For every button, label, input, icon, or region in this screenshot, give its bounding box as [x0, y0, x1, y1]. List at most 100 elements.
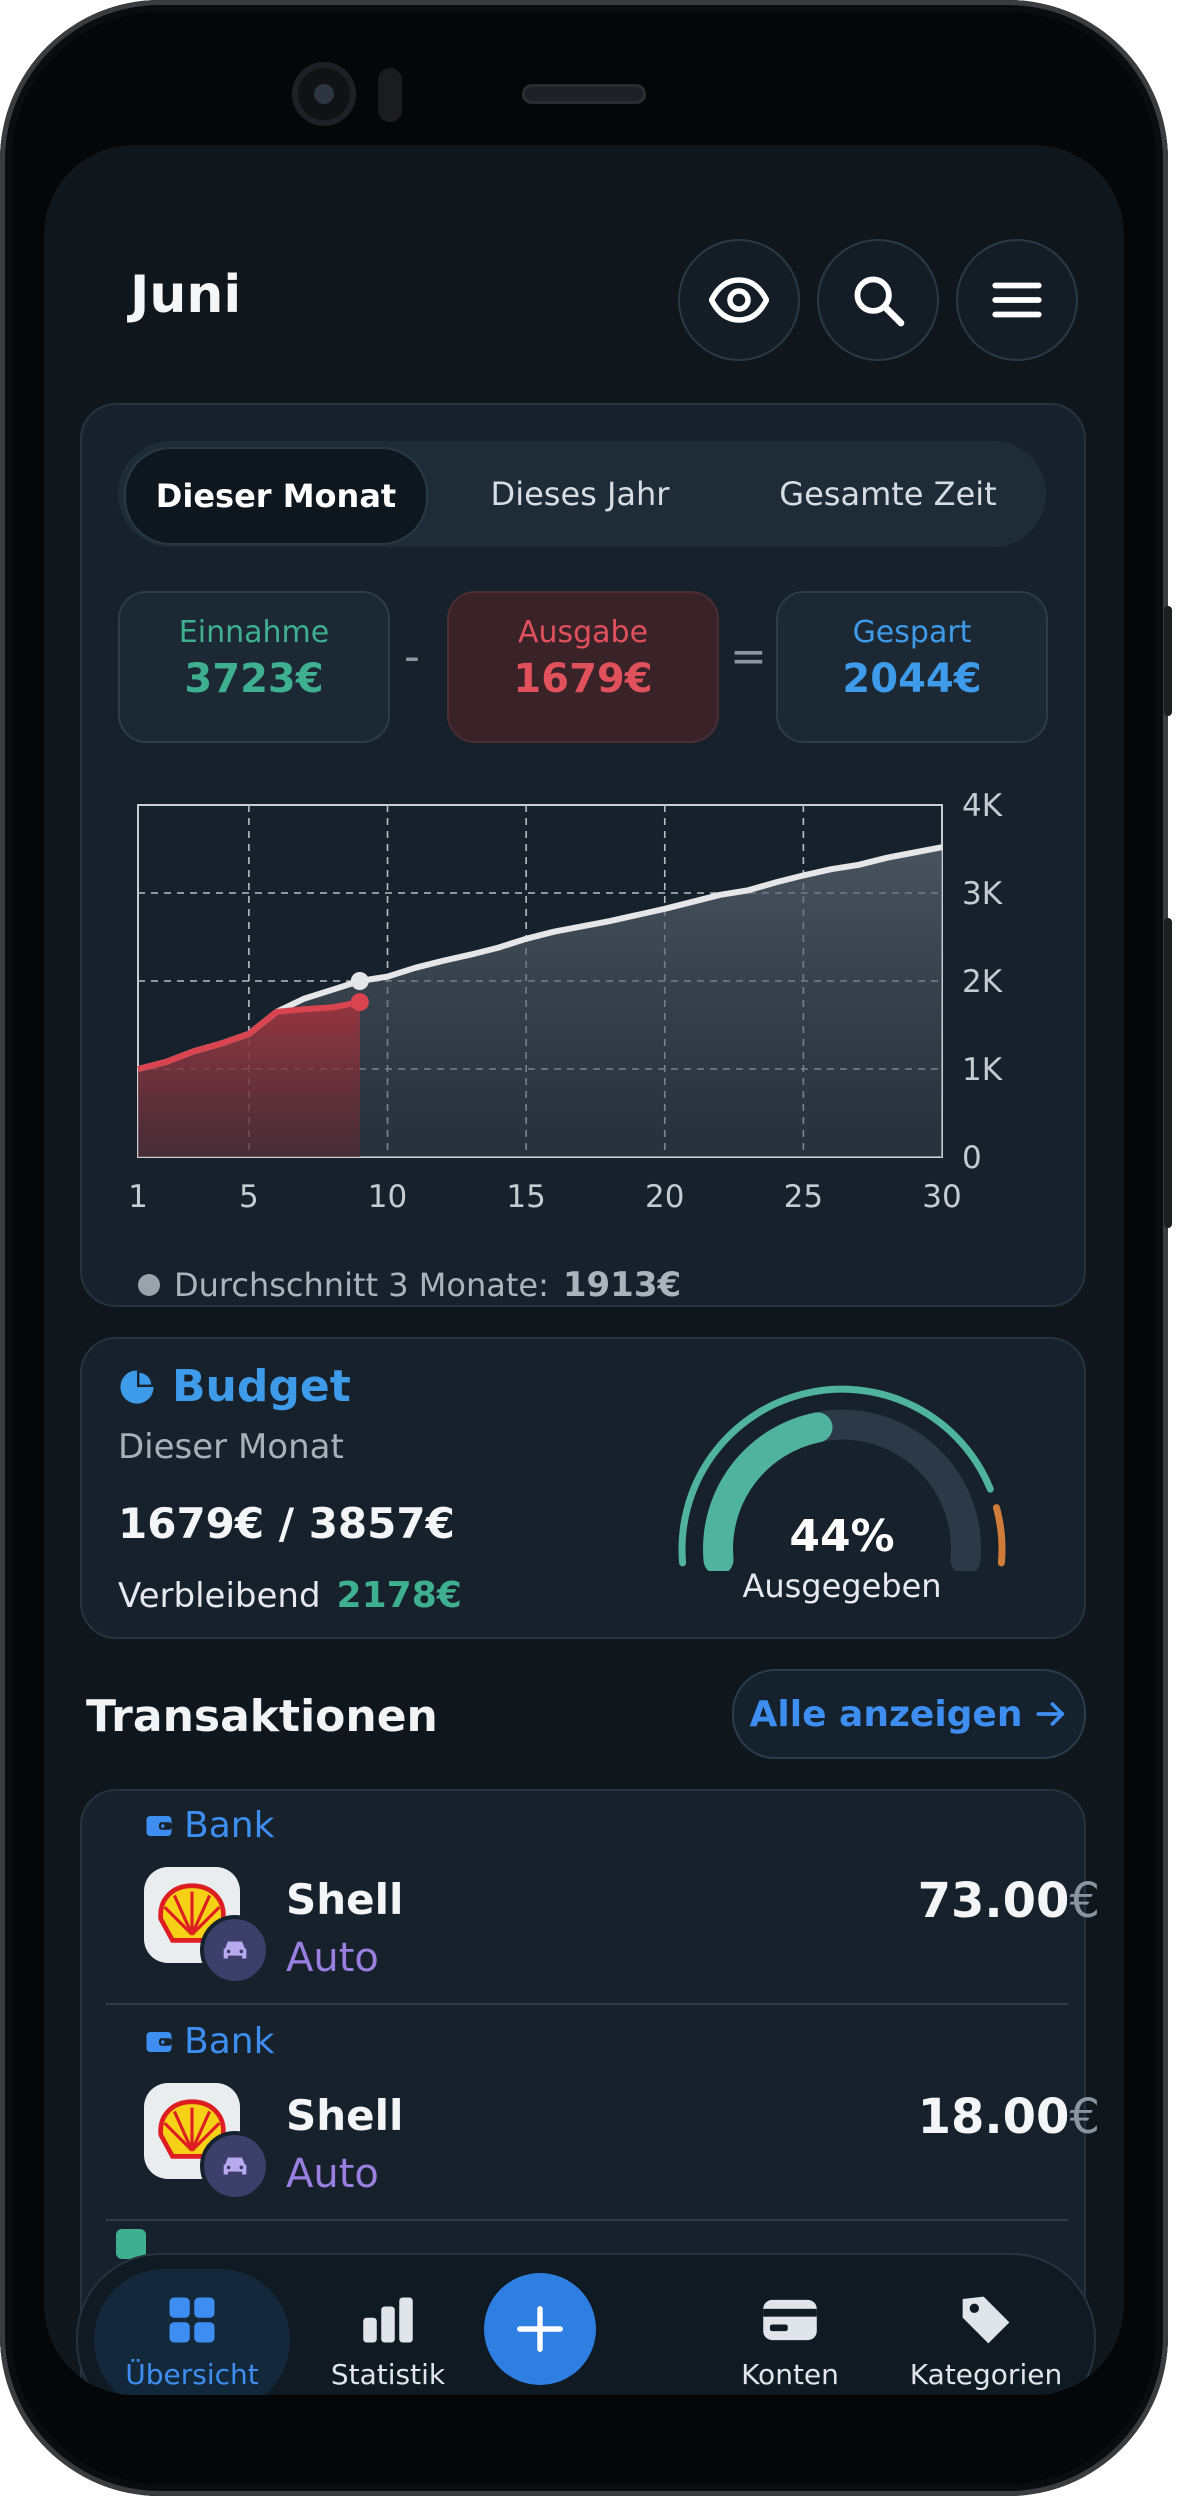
front-camera	[292, 62, 356, 126]
nav-label-categories: Kategorien	[909, 2357, 1063, 2391]
transaction-category: Auto	[286, 1935, 379, 1981]
expense-line	[137, 999, 361, 1072]
amount-currency: €	[1069, 2089, 1100, 2145]
transaction-amount: 73.00€	[918, 1873, 1100, 1929]
nav-label-accounts: Konten	[741, 2357, 839, 2391]
average-value: 1913€	[562, 1265, 682, 1305]
remaining-value: 2178€	[336, 1575, 462, 1616]
transaction-row[interactable]: Bank Shell Auto 73.00€	[110, 1791, 1124, 2001]
y-tick-label: 0	[962, 1140, 982, 1176]
visibility-button[interactable]	[678, 239, 800, 361]
transaction-account: Bank	[144, 2021, 274, 2062]
income-label: Einnahme	[178, 615, 330, 650]
budget-percent: 44%	[789, 1511, 895, 1562]
income-stat[interactable]: Einnahme 3723€	[118, 591, 390, 743]
x-tick-label: 25	[784, 1179, 823, 1215]
saved-value: 2044€	[842, 656, 982, 702]
gauge-outer-over	[993, 1504, 1006, 1567]
x-tick-label: 10	[368, 1179, 407, 1215]
proximity-sensor	[378, 68, 402, 122]
row-divider	[106, 2003, 1068, 2005]
amount-value: 73.00	[917, 1873, 1070, 1929]
tag-icon	[962, 2296, 1010, 2343]
add-transaction-button[interactable]	[484, 2273, 596, 2385]
legend-dot	[138, 1274, 160, 1296]
budget-title: Budget	[172, 1361, 351, 1412]
overview-card: Dieser Monat Dieses Jahr Gesamte Zeit Ei…	[80, 403, 1086, 1307]
earpiece-speaker	[522, 84, 646, 104]
side-button-upper	[1164, 606, 1172, 716]
plus-icon	[517, 2306, 563, 2352]
x-tick-label: 1	[128, 1179, 148, 1215]
period-tab-all-time[interactable]: Gesamte Zeit	[779, 475, 997, 513]
hamburger-menu-icon	[992, 282, 1042, 318]
saved-label: Gespart	[852, 615, 972, 650]
average-label: Durchschnitt 3 Monate:	[174, 1266, 549, 1304]
nav-label-overview: Übersicht	[125, 2357, 259, 2391]
expense-area	[138, 1002, 360, 1157]
show-all-button[interactable]: Alle anzeigen	[732, 1669, 1086, 1759]
income-value: 3723€	[184, 656, 324, 702]
remaining-label: Verbleibend	[118, 1576, 321, 1616]
next-account-icon	[116, 2229, 146, 2259]
nav-item-overview[interactable]: Übersicht	[94, 2255, 290, 2395]
minus-sign: -	[404, 631, 420, 682]
budget-remaining: Verbleibend 2178€	[118, 1575, 462, 1616]
eye-icon	[709, 277, 769, 323]
transaction-name: Shell	[286, 2091, 404, 2140]
row-divider	[106, 2219, 1068, 2221]
transaction-row[interactable]: Bank Shell Auto 18.00€	[110, 2007, 1124, 2217]
app-screen: Juni Dieser Monat Dieses Jahr	[44, 145, 1124, 2395]
period-tab-this-month[interactable]: Dieser Monat	[124, 447, 428, 545]
pie-chart-icon	[120, 1369, 154, 1404]
budget-period: Dieser Monat	[118, 1427, 344, 1467]
dashboard-grid-icon	[169, 2297, 215, 2342]
amount-value: 18.00	[917, 2089, 1070, 2145]
amount-currency: €	[1069, 1873, 1100, 1929]
wallet-icon	[146, 1815, 172, 1836]
arrow-right-icon	[1036, 1702, 1065, 1726]
gauge-outer-spent	[678, 1385, 994, 1567]
period-selector: Dieser Monat Dieses Jahr Gesamte Zeit	[118, 441, 1046, 547]
budget-card[interactable]: Budget Dieser Monat 1679€ / 3857€ Verble…	[80, 1337, 1086, 1639]
transactions-title: Transaktionen	[86, 1691, 438, 1742]
category-badge	[200, 2131, 270, 2201]
transaction-category: Auto	[286, 2151, 379, 2197]
search-icon	[854, 276, 905, 327]
bar-chart-icon	[363, 2297, 413, 2342]
x-tick-label: 20	[645, 1179, 684, 1215]
saved-stat[interactable]: Gespart 2044€	[776, 591, 1048, 743]
budget-amount: 1679€ / 3857€	[118, 1499, 455, 1548]
nav-active-indicator	[94, 2269, 290, 2395]
nav-item-categories[interactable]: Kategorien	[888, 2255, 1084, 2395]
y-tick-label: 4K	[962, 788, 1003, 824]
period-tab-this-year[interactable]: Dieses Jahr	[490, 475, 670, 513]
expense-current-point	[350, 993, 369, 1012]
car-icon	[223, 2157, 247, 2175]
expense-stat[interactable]: Ausgabe 1679€	[447, 591, 719, 743]
expense-label: Ausgabe	[517, 615, 649, 650]
y-tick-label: 1K	[962, 1052, 1003, 1088]
gauge-fill	[703, 1412, 833, 1571]
average-legend: Durchschnitt 3 Monate: 1913€	[138, 1265, 681, 1305]
x-tick-label: 5	[239, 1179, 259, 1215]
transaction-amount: 18.00€	[918, 2089, 1100, 2145]
transaction-account: Bank	[144, 1805, 274, 1846]
account-name: Bank	[184, 1805, 275, 1846]
x-tick-label: 30	[922, 1179, 961, 1215]
category-badge	[200, 1915, 270, 1985]
y-tick-label: 3K	[962, 876, 1003, 912]
budget-gauge	[678, 1385, 1006, 1571]
nav-item-statistics[interactable]: Statistik	[290, 2255, 486, 2395]
equals-sign: =	[730, 631, 767, 682]
x-tick-label: 15	[506, 1179, 545, 1215]
nav-item-accounts[interactable]: Konten	[692, 2255, 888, 2395]
search-button[interactable]	[817, 239, 939, 361]
car-icon	[223, 1941, 247, 1959]
expense-value: 1679€	[513, 656, 653, 702]
menu-button[interactable]	[956, 239, 1078, 361]
nav-label-statistics: Statistik	[330, 2357, 446, 2391]
account-name: Bank	[184, 2021, 275, 2062]
